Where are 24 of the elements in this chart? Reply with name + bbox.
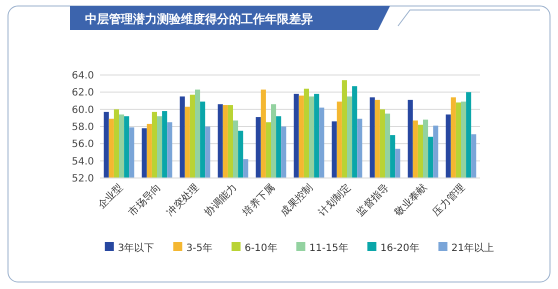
y-tick-label: 60.0 (72, 104, 94, 116)
legend-label: 3-5年 (186, 242, 213, 254)
legend-label: 21年以上 (451, 242, 494, 254)
x-tick-label: 协调能力 (202, 182, 240, 218)
legend-label: 3年以下 (118, 242, 154, 254)
y-tick-label: 64.0 (72, 70, 94, 82)
x-tick-label: 压力管理 (430, 182, 468, 218)
legend-label: 6-10年 (244, 242, 278, 254)
x-tick-label: 成果控制 (278, 182, 316, 218)
legend-label: 11-15年 (309, 242, 348, 254)
x-tick-label: 冲突处理 (164, 182, 202, 218)
y-tick-label: 58.0 (72, 122, 94, 133)
x-tick-label: 监督指导 (354, 182, 392, 218)
x-tick-label: 敬业奉献 (392, 182, 430, 218)
x-tick-label: 企业型 (95, 182, 126, 212)
y-tick-label: 54.0 (72, 156, 94, 168)
y-tick-label: 52.0 (72, 174, 94, 184)
chart-title: 中层管理潜力测验维度得分的工作年限差异 (85, 12, 313, 26)
y-tick-label: 56.0 (72, 139, 94, 150)
x-tick-label: 培养下属 (240, 182, 278, 220)
y-tick-label: 62.0 (72, 88, 94, 99)
x-tick-label: 计划制定 (316, 182, 354, 218)
legend-label: 16-20年 (380, 242, 420, 254)
x-tick-label: 市场导向 (126, 182, 164, 218)
